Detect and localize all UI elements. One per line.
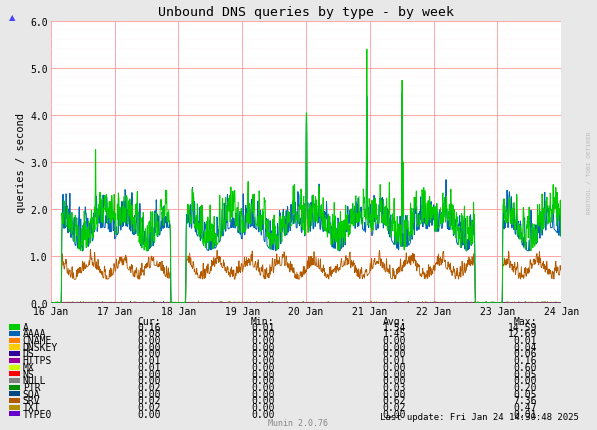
Text: 0.00: 0.00: [138, 342, 161, 352]
Text: 0.01: 0.01: [251, 322, 275, 332]
Text: 0.00: 0.00: [138, 335, 161, 345]
Text: 0.00: 0.00: [138, 369, 161, 379]
Text: 0.00: 0.00: [138, 349, 161, 359]
Title: Unbound DNS queries by type - by week: Unbound DNS queries by type - by week: [158, 6, 454, 19]
Text: 0.00: 0.00: [383, 342, 406, 352]
Text: 0.00: 0.00: [383, 362, 406, 372]
Text: 0.02: 0.02: [138, 382, 161, 392]
Text: 0.00: 0.00: [251, 349, 275, 359]
Text: 0.00: 0.00: [251, 382, 275, 392]
Text: Min:: Min:: [251, 316, 275, 326]
Text: 0.00: 0.00: [251, 369, 275, 379]
Text: A: A: [23, 322, 29, 332]
Text: CNAME: CNAME: [23, 335, 52, 345]
Text: NULL: NULL: [23, 375, 46, 385]
Text: DNSKEY: DNSKEY: [23, 342, 58, 352]
Text: 0.00: 0.00: [383, 349, 406, 359]
Text: 0.01: 0.01: [514, 335, 537, 345]
Text: 0.00: 0.00: [251, 375, 275, 385]
Text: 0.08: 0.08: [138, 329, 161, 339]
Text: 0.00: 0.00: [251, 329, 275, 339]
Text: PTR: PTR: [23, 382, 41, 392]
Text: DS: DS: [23, 349, 35, 359]
Text: Munin 2.0.76: Munin 2.0.76: [269, 418, 328, 427]
Text: 0.47: 0.47: [514, 402, 537, 412]
Text: 0.00: 0.00: [138, 375, 161, 385]
Text: TYPE0: TYPE0: [23, 408, 52, 419]
Text: 0.00: 0.00: [138, 408, 161, 419]
Text: 12.69: 12.69: [508, 329, 537, 339]
Text: 0.00: 0.00: [251, 362, 275, 372]
Text: HTTPS: HTTPS: [23, 355, 52, 366]
Y-axis label: queries / second: queries / second: [16, 112, 26, 212]
Text: 0.00: 0.00: [251, 408, 275, 419]
Text: 0.02: 0.02: [138, 395, 161, 405]
Text: 0.16: 0.16: [514, 355, 537, 366]
Text: 0.00: 0.00: [383, 369, 406, 379]
Text: 0.20: 0.20: [514, 382, 537, 392]
Text: 0.60: 0.60: [514, 362, 537, 372]
Text: Max:: Max:: [514, 316, 537, 326]
Text: 0.03: 0.03: [383, 382, 406, 392]
Text: 0.01: 0.01: [138, 362, 161, 372]
Text: 0.00: 0.00: [251, 342, 275, 352]
Text: 0.00: 0.00: [383, 375, 406, 385]
Text: 0.00: 0.00: [251, 335, 275, 345]
Text: TXT: TXT: [23, 402, 41, 412]
Text: 0.00: 0.00: [251, 395, 275, 405]
Text: SOA: SOA: [23, 389, 41, 399]
Text: 0.05: 0.05: [514, 369, 537, 379]
Text: 0.00: 0.00: [251, 389, 275, 399]
Text: AAAA: AAAA: [23, 329, 46, 339]
Text: 1.54: 1.54: [383, 322, 406, 332]
Text: 0.00: 0.00: [138, 389, 161, 399]
Text: 0.00: 0.00: [251, 402, 275, 412]
Text: 0.01: 0.01: [514, 408, 537, 419]
Text: MX: MX: [23, 362, 35, 372]
Text: 0.04: 0.04: [514, 342, 537, 352]
Text: 7.36: 7.36: [514, 395, 537, 405]
Text: 1.45: 1.45: [383, 329, 406, 339]
Text: RRDTOOL / TOBI OETIKER: RRDTOOL / TOBI OETIKER: [587, 131, 592, 213]
Text: 0.62: 0.62: [383, 395, 406, 405]
Text: 0.02: 0.02: [138, 402, 161, 412]
Text: 0.00: 0.00: [383, 335, 406, 345]
Text: 0.00: 0.00: [251, 355, 275, 366]
Text: 0.00: 0.00: [383, 389, 406, 399]
Text: Cur:: Cur:: [138, 316, 161, 326]
Text: 0.16: 0.16: [138, 322, 161, 332]
Text: 14.59: 14.59: [508, 322, 537, 332]
Text: SRV: SRV: [23, 395, 41, 405]
Text: 0.05: 0.05: [514, 389, 537, 399]
Text: NS: NS: [23, 369, 35, 379]
Text: 0.02: 0.02: [383, 402, 406, 412]
Text: 0.01: 0.01: [138, 355, 161, 366]
Text: Avg:: Avg:: [383, 316, 406, 326]
Text: 0.00: 0.00: [514, 375, 537, 385]
Text: ▲: ▲: [9, 12, 16, 22]
Text: Last update: Fri Jan 24 14:30:48 2025: Last update: Fri Jan 24 14:30:48 2025: [380, 412, 579, 421]
Text: 0.00: 0.00: [383, 408, 406, 419]
Text: 0.06: 0.06: [514, 349, 537, 359]
Text: 0.01: 0.01: [383, 355, 406, 366]
